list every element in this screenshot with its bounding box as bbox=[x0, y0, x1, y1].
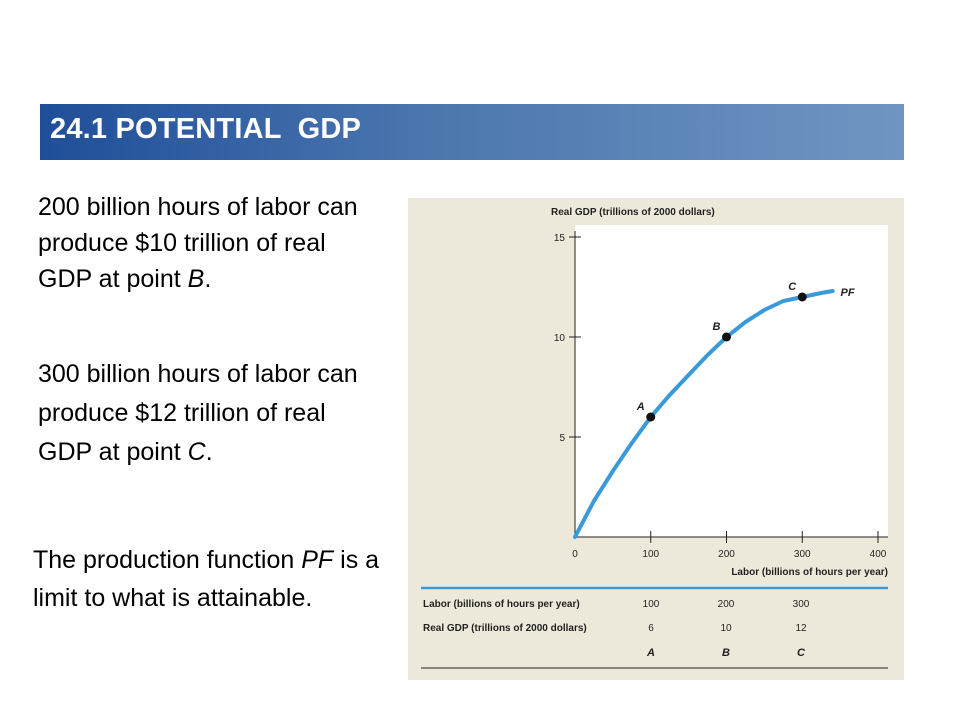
point-C bbox=[797, 292, 807, 302]
x-tick-label-0: 0 bbox=[572, 549, 578, 560]
paragraph-point-c: 300 billion hours of labor can produce $… bbox=[38, 355, 383, 472]
p3-pf-label: PF bbox=[301, 546, 334, 574]
paragraph-production-function: The production function PF is a limit to… bbox=[33, 541, 383, 617]
point-B bbox=[722, 332, 731, 342]
p2-period: . bbox=[205, 438, 213, 466]
x-axis-label: Labor (billions of hours per year) bbox=[731, 567, 888, 578]
point-label-C: C bbox=[788, 281, 797, 293]
p3-text-end: is a limit to what is attainable. bbox=[33, 546, 380, 612]
x-tick-label-400: 400 bbox=[870, 549, 887, 560]
table-labor-cell: 100 bbox=[643, 599, 660, 610]
table-point-cell: B bbox=[722, 647, 730, 659]
pf-curve bbox=[573, 289, 835, 539]
p1-point-label: B bbox=[187, 265, 205, 293]
pf-curve-label: PF bbox=[841, 287, 855, 299]
table-gdp-cell: 6 bbox=[648, 623, 654, 634]
paragraph-point-b: 200 billion hours of labor can produce $… bbox=[38, 189, 383, 297]
table-point-cell: C bbox=[797, 647, 806, 659]
point-label-A: A bbox=[636, 401, 645, 413]
p1-text: 200 billion hours of labor can produce $… bbox=[38, 193, 358, 293]
point-A bbox=[646, 412, 656, 422]
production-function-chart: Real GDP (trillions of 2000 dollars) Lab… bbox=[421, 207, 888, 669]
point-label-B: B bbox=[713, 321, 721, 333]
table-gdp-cell: 10 bbox=[720, 623, 732, 634]
axes bbox=[574, 231, 888, 538]
p3-text-start: The production function bbox=[33, 546, 302, 574]
y-tick-label-15: 15 bbox=[554, 233, 566, 244]
y-axis-label: Real GDP (trillions of 2000 dollars) bbox=[551, 207, 715, 218]
ticks: 0 100 200 300 400 5 10 15 bbox=[554, 233, 887, 560]
table-labor-cell: 300 bbox=[793, 599, 810, 610]
data-points: A B C bbox=[636, 281, 807, 422]
title-bar: 24.1 POTENTIAL GDP bbox=[40, 104, 904, 160]
y-tick-label-10: 10 bbox=[554, 333, 566, 344]
x-tick-label-200: 200 bbox=[718, 549, 735, 560]
x-tick-label-300: 300 bbox=[794, 549, 811, 560]
page-title: 24.1 POTENTIAL GDP bbox=[50, 113, 362, 145]
production-function-figure: Real GDP (trillions of 2000 dollars) Lab… bbox=[408, 198, 904, 680]
table-row-label-labor: Labor (billions of hours per year) bbox=[423, 599, 580, 610]
y-tick-label-5: 5 bbox=[559, 433, 565, 444]
table-row-label-gdp: Real GDP (trillions of 2000 dollars) bbox=[423, 623, 587, 634]
plot-area bbox=[575, 225, 888, 537]
table-point-cell: A bbox=[646, 647, 655, 659]
p1-period: . bbox=[204, 265, 212, 293]
p2-text: 300 billion hours of labor can produce $… bbox=[38, 360, 358, 466]
table-gdp-cell: 12 bbox=[795, 623, 807, 634]
x-tick-label-100: 100 bbox=[642, 549, 659, 560]
table-labor-cell: 200 bbox=[718, 599, 735, 610]
p2-point-label: C bbox=[187, 438, 206, 466]
data-table: Labor (billions of hours per year) Real G… bbox=[421, 586, 888, 669]
